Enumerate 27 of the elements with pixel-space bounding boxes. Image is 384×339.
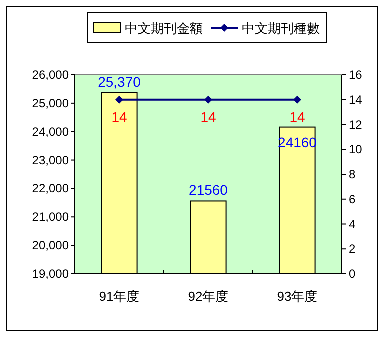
y2-tick-label: 2 — [349, 242, 356, 256]
y2-tick-label: 0 — [349, 267, 356, 281]
y2-tick-label: 12 — [349, 118, 363, 132]
y-tick-label: 26,000 — [32, 68, 70, 82]
legend-label: 中文期刊種數 — [242, 21, 320, 36]
y-tick-label: 19,000 — [32, 267, 70, 281]
x-tick-label: 93年度 — [277, 289, 318, 304]
y-tick-label: 24,000 — [32, 124, 70, 139]
data-label: 14 — [112, 108, 128, 125]
y-tick-label: 25,000 — [32, 96, 70, 110]
data-label: 21560 — [189, 182, 228, 198]
legend-label: 中文期刊金額 — [125, 21, 203, 36]
y2-tick-label: 16 — [349, 68, 363, 82]
data-label: 25,370 — [98, 74, 142, 90]
y-tick-label: 23,000 — [32, 153, 70, 168]
data-label: 14 — [200, 108, 216, 125]
y2-tick-label: 10 — [349, 142, 363, 157]
x-tick-label: 91年度 — [99, 289, 140, 304]
data-label: 14 — [290, 108, 306, 125]
y2-tick-label: 8 — [349, 168, 356, 182]
y2-tick-label: 6 — [349, 192, 356, 206]
y-tick-label: 20,000 — [32, 238, 70, 253]
y2-tick-label: 14 — [349, 92, 363, 107]
x-tick-label: 92年度 — [188, 289, 229, 304]
y2-tick-label: 4 — [349, 217, 356, 232]
y-tick-label: 22,000 — [32, 182, 70, 196]
y-tick-label: 21,000 — [32, 210, 70, 224]
